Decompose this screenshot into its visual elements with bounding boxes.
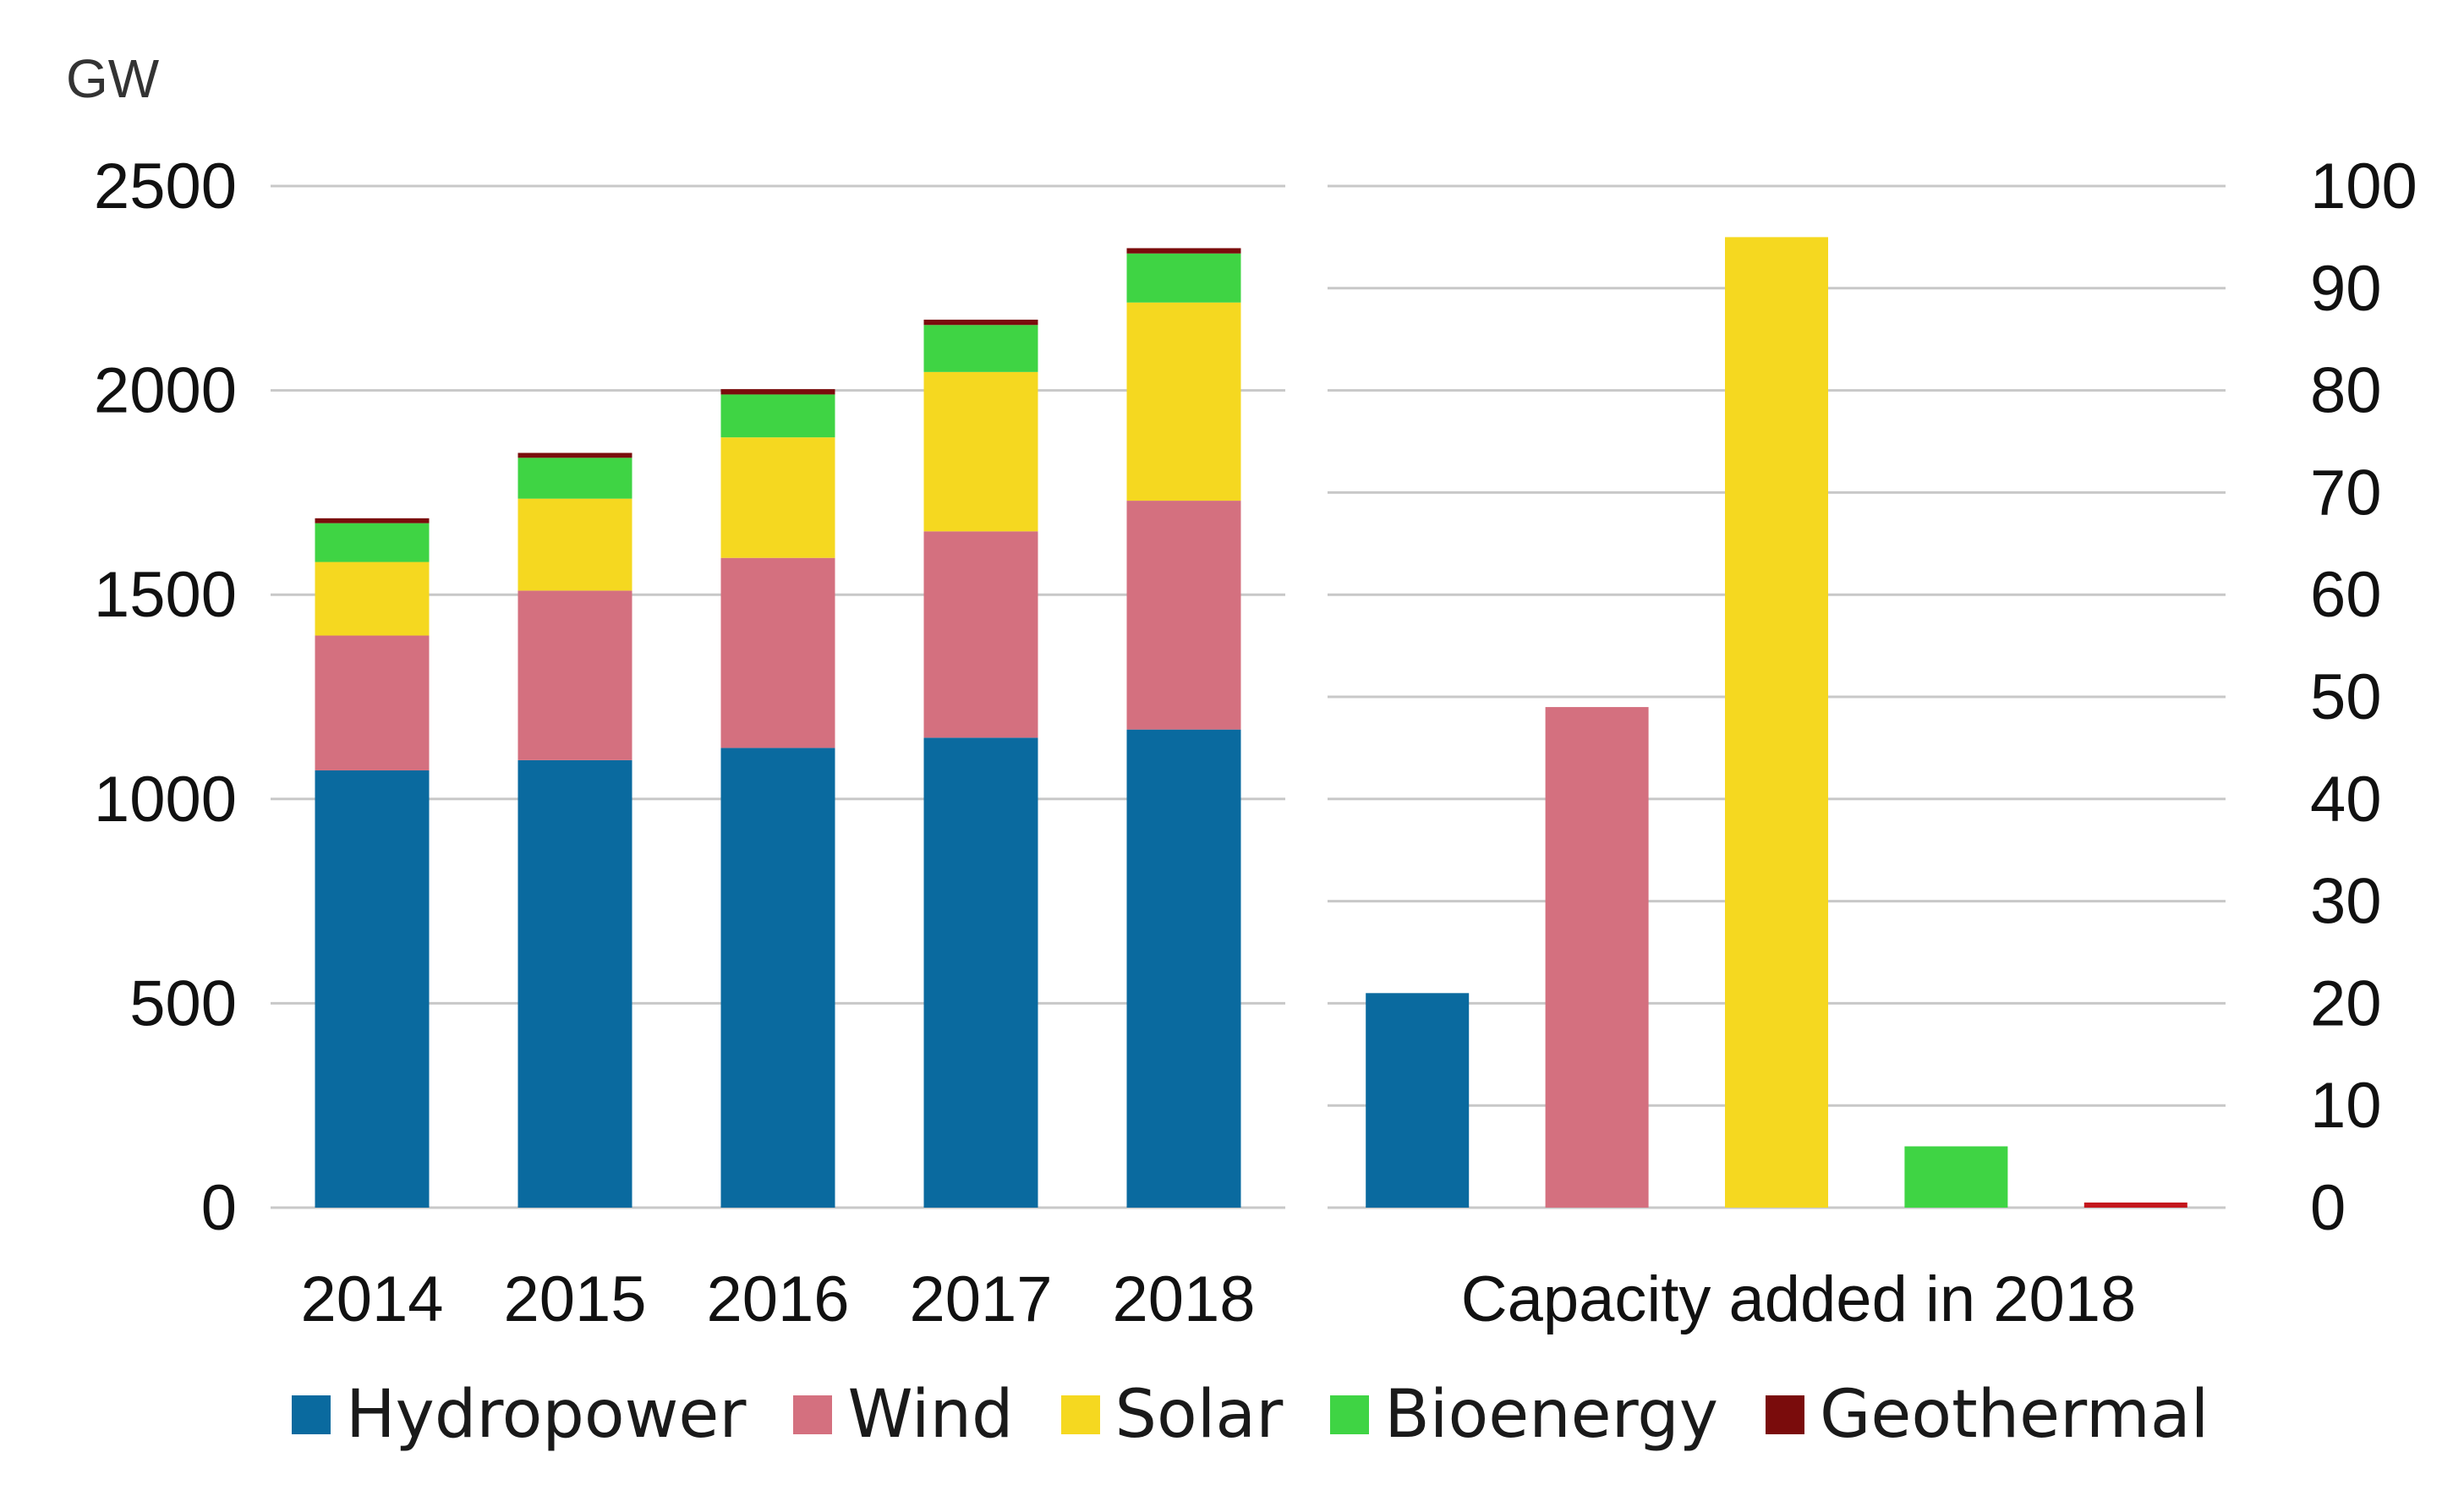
bar-bioenergy-added-2018	[1904, 1146, 2008, 1208]
legend-swatch	[1765, 1395, 1804, 1434]
bar-segment-geothermal-2016	[720, 389, 835, 395]
y-tick-label: 1000	[94, 764, 237, 836]
capacity-added-bars	[1366, 237, 2187, 1208]
bar-segment-wind-2014	[315, 635, 430, 770]
legend-label: Hydropower	[346, 1377, 747, 1453]
left-y-tick-labels: 0 500 1000 1500 2000 2500	[94, 151, 237, 1244]
right-panel-x-label: Capacity added in 2018	[1461, 1263, 2137, 1335]
bar-segment-wind-2016	[720, 557, 835, 748]
y-tick-label: 20	[2310, 967, 2382, 1039]
legend-item-solar: Solar	[1060, 1377, 1284, 1453]
x-tick-label: 2014	[300, 1263, 443, 1335]
bar-segment-wind-2017	[923, 531, 1038, 738]
bar-segment-solar-2017	[923, 371, 1038, 532]
x-tick-label: 2015	[503, 1263, 646, 1335]
bar-segment-geothermal-2017	[923, 320, 1038, 326]
bar-segment-solar-2015	[517, 498, 632, 591]
bar-geothermal-added-2018	[2083, 1202, 2187, 1208]
y-tick-label: 10	[2310, 1070, 2382, 1142]
bar-segment-hydropower-2017	[923, 737, 1038, 1208]
y-tick-label: 100	[2310, 151, 2417, 222]
bar-segment-bioenergy-2015	[517, 458, 632, 499]
legend: Hydropower Wind Solar Bioenergy Geothermal	[292, 1377, 2256, 1453]
bar-segment-hydropower-2015	[517, 759, 632, 1208]
y-axis-unit: GW	[66, 48, 160, 109]
x-tick-labels: 2014 2015 2016 2017 2018	[300, 1263, 1255, 1335]
legend-swatch	[1060, 1395, 1100, 1434]
bar-segment-geothermal-2015	[517, 452, 632, 458]
bar-segment-bioenergy-2014	[315, 523, 430, 562]
bar-solar-added-2018	[1725, 237, 1828, 1208]
y-tick-label: 0	[201, 1172, 237, 1244]
legend-label: Wind	[847, 1377, 1014, 1453]
right-y-tick-labels: 0 10 20 30 40 50 60 70 80 90 100	[2310, 151, 2417, 1244]
legend-label: Solar	[1114, 1377, 1284, 1453]
legend-swatch	[292, 1395, 331, 1434]
x-tick-label: 2016	[706, 1263, 849, 1335]
bar-segment-bioenergy-2018	[1126, 253, 1241, 303]
legend-swatch	[1330, 1395, 1370, 1434]
bar-segment-hydropower-2018	[1126, 729, 1241, 1208]
y-tick-label: 500	[129, 967, 237, 1039]
legend-item-bioenergy: Bioenergy	[1330, 1377, 1718, 1453]
legend-item-wind: Wind	[793, 1377, 1014, 1453]
bar-segment-wind-2015	[517, 590, 632, 760]
bar-segment-geothermal-2018	[1126, 248, 1241, 254]
bar-segment-geothermal-2014	[315, 518, 430, 523]
legend-item-hydropower: Hydropower	[292, 1377, 746, 1453]
y-tick-label: 30	[2310, 866, 2382, 938]
legend-swatch	[793, 1395, 833, 1434]
bar-segment-wind-2018	[1126, 501, 1241, 730]
bar-wind-added-2018	[1545, 707, 1649, 1208]
bar-segment-solar-2016	[720, 437, 835, 558]
y-tick-label: 90	[2310, 253, 2382, 325]
stacked-bars	[315, 248, 1241, 1208]
bar-segment-bioenergy-2016	[720, 394, 835, 438]
legend-label: Geothermal	[1819, 1377, 2209, 1453]
y-tick-label: 0	[2310, 1172, 2346, 1244]
bar-hydropower-added-2018	[1366, 993, 1470, 1208]
y-tick-label: 70	[2310, 457, 2382, 529]
bar-segment-hydropower-2014	[315, 770, 430, 1208]
y-tick-label: 40	[2310, 764, 2382, 836]
y-tick-label: 80	[2310, 355, 2382, 427]
y-tick-label: 2000	[94, 355, 237, 427]
x-tick-label: 2017	[909, 1263, 1052, 1335]
legend-item-geothermal: Geothermal	[1765, 1377, 2209, 1453]
y-tick-label: 2500	[94, 151, 237, 222]
y-tick-label: 1500	[94, 559, 237, 631]
bar-segment-solar-2014	[315, 562, 430, 636]
legend-label: Bioenergy	[1384, 1377, 1718, 1453]
x-tick-label: 2018	[1112, 1263, 1255, 1335]
bar-segment-bioenergy-2017	[923, 325, 1038, 372]
bar-segment-hydropower-2016	[720, 748, 835, 1208]
y-tick-label: 50	[2310, 661, 2382, 733]
bar-segment-solar-2018	[1126, 302, 1241, 501]
y-tick-label: 60	[2310, 559, 2382, 631]
